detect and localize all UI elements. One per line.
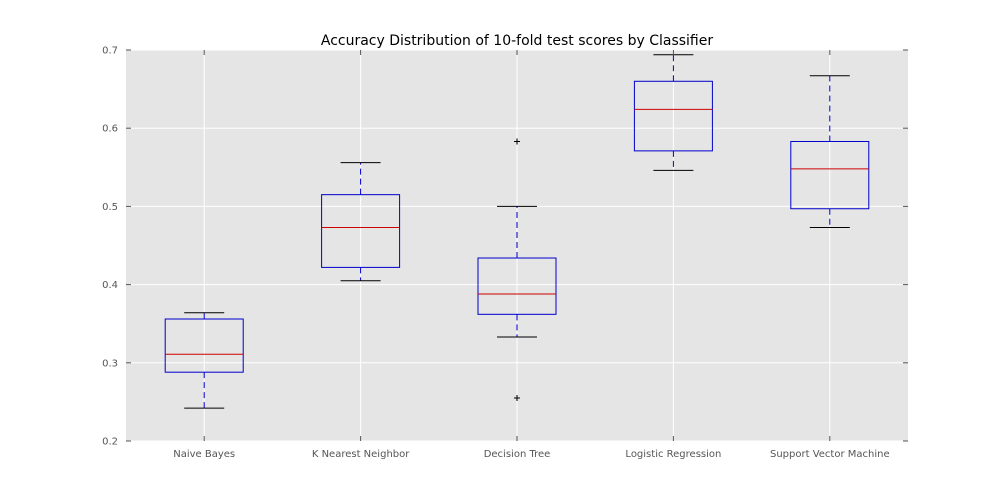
- iqr-box: [477, 257, 557, 315]
- y-tick-label: 0.6: [102, 124, 118, 135]
- x-tick-label: Support Vector Machine: [770, 449, 890, 460]
- grid-lines: [126, 49, 908, 442]
- iqr-box: [321, 194, 401, 268]
- box-group: [477, 138, 557, 401]
- x-tick-label: K Nearest Neighbor: [312, 449, 410, 460]
- iqr-box: [790, 140, 870, 210]
- box-group: [790, 75, 870, 229]
- outlier-point: [514, 394, 520, 401]
- y-tick-label: 0.2: [102, 437, 118, 448]
- outlier-point: [514, 138, 520, 145]
- x-tick-label: Decision Tree: [484, 449, 551, 460]
- y-tick-label: 0.4: [102, 280, 118, 291]
- iqr-box: [633, 80, 713, 152]
- box-group: [321, 162, 401, 282]
- y-tick-label: 0.7: [102, 46, 118, 57]
- x-tick-label: Naive Bayes: [173, 449, 235, 460]
- chart-title: Accuracy Distribution of 10-fold test sc…: [321, 33, 713, 49]
- iqr-box: [164, 318, 244, 373]
- y-tick-label: 0.5: [102, 202, 118, 213]
- y-tick-label: 0.3: [102, 358, 118, 369]
- y-axis-ticks: 0.2 0.3 0.4 0.5 0.6 0.7: [102, 46, 908, 448]
- box-group: [164, 312, 244, 409]
- x-axis-ticks: Naive Bayes K Nearest Neighbor Decision Tr…: [173, 50, 890, 460]
- x-tick-label: Logistic Regression: [625, 449, 721, 460]
